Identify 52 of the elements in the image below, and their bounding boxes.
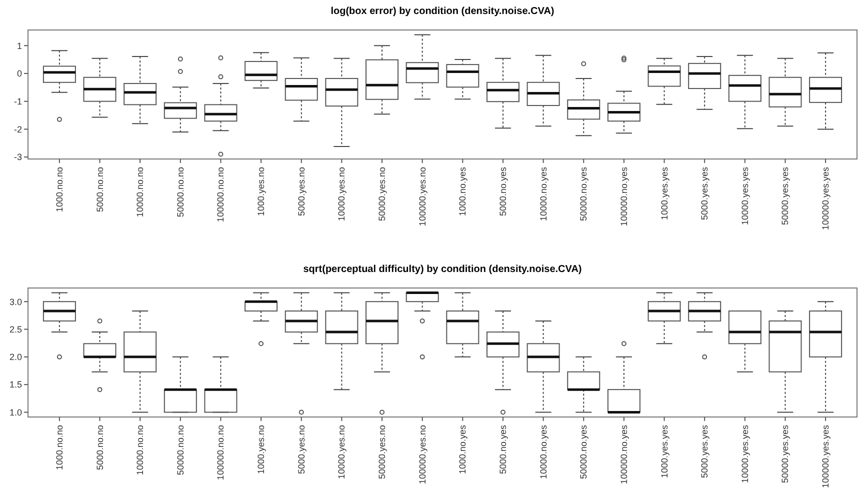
x-tick-label: 100000.yes.no <box>417 167 428 226</box>
x-tick-label: 10000.no.yes <box>538 166 548 222</box>
x-tick-label: 1000.no.no <box>54 167 64 212</box>
x-tick-label: 100000.no.yes <box>618 424 629 484</box>
x-tick-label: 100000.yes.yes <box>820 424 831 488</box>
x-tick-label: 100000.yes.no <box>417 425 428 484</box>
x-tick-label: 10000.no.no <box>135 167 146 218</box>
x-tick-label: 50000.yes.yes <box>780 166 790 226</box>
x-tick-label: 10000.no.yes <box>538 424 548 480</box>
y-tick-label: -1 <box>14 96 22 106</box>
x-tick-label: 10000.yes.yes <box>740 166 750 226</box>
y-tick-label: -2 <box>14 124 22 134</box>
x-tick-label: 5000.no.yes <box>498 166 508 216</box>
x-tick-label: 5000.no.no <box>94 425 105 470</box>
x-tick-label: 1000.yes.no <box>256 425 266 474</box>
y-tick-label: 1.5 <box>9 380 22 390</box>
x-tick-label: 10000.no.no <box>135 425 146 476</box>
y-tick-label: 1.0 <box>9 407 22 418</box>
x-tick-label: 100000.no.yes <box>618 166 629 226</box>
y-tick-label: 1 <box>16 40 22 51</box>
x-tick-label: 1000.no.yes <box>458 424 468 474</box>
chart-title: log(box error) by condition (density.noise.CVA) <box>330 6 554 17</box>
y-tick-label: 2.5 <box>9 324 22 334</box>
x-tick-label: 1000.yes.yes <box>659 424 670 478</box>
x-tick-label: 100000.yes.yes <box>820 166 831 230</box>
x-tick-label: 50000.yes.no <box>377 425 388 480</box>
x-tick-label: 100000.no.no <box>216 167 226 222</box>
y-tick-label: 2.0 <box>9 352 22 362</box>
x-tick-label: 50000.yes.yes <box>780 424 790 484</box>
x-tick-label: 1000.yes.no <box>256 167 266 216</box>
x-tick-label: 5000.no.no <box>94 167 105 212</box>
x-tick-label: 5000.yes.no <box>296 167 306 216</box>
y-tick-label: 3.0 <box>9 296 22 307</box>
x-tick-label: 5000.yes.yes <box>700 166 710 220</box>
x-tick-label: 50000.no.yes <box>578 424 589 480</box>
x-tick-label: 5000.yes.no <box>296 425 306 474</box>
x-tick-label: 1000.no.no <box>54 425 64 470</box>
x-tick-label: 10000.yes.yes <box>740 424 750 484</box>
y-tick-label: -3 <box>14 152 22 162</box>
x-tick-label: 10000.yes.no <box>336 425 347 480</box>
x-tick-label: 10000.yes.no <box>336 167 347 222</box>
x-tick-label: 1000.yes.yes <box>659 166 670 220</box>
x-tick-label: 50000.yes.no <box>377 167 388 222</box>
x-tick-label: 50000.no.no <box>175 167 186 218</box>
x-tick-label: 50000.no.no <box>175 425 186 476</box>
x-tick-label: 5000.no.yes <box>498 424 508 474</box>
chart-title: sqrt(perceptual difficulty) by condition (density.noise.CVA) <box>303 264 582 275</box>
y-tick-label: 0 <box>16 68 22 79</box>
x-tick-label: 1000.no.yes <box>458 166 468 216</box>
x-tick-label: 100000.no.no <box>216 425 226 480</box>
x-tick-label: 50000.no.yes <box>578 166 589 222</box>
x-tick-label: 5000.yes.yes <box>700 424 710 478</box>
